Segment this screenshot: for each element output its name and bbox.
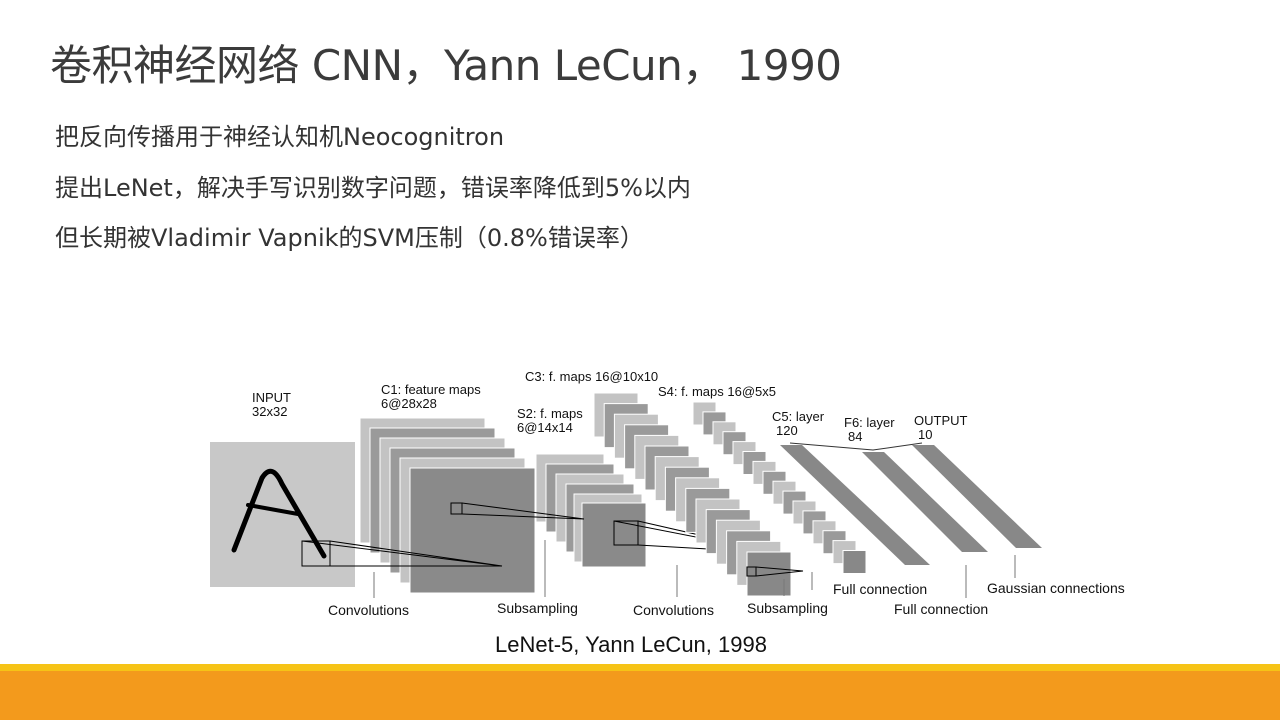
layer-size-c1: 6@28x28	[381, 396, 437, 411]
op-label-convolutions-1: Convolutions	[328, 602, 409, 618]
input-image	[210, 442, 355, 587]
footer-stripe	[0, 664, 1280, 671]
layer-label-c5: C5: layer	[772, 409, 825, 424]
s2-feature-maps	[535, 453, 647, 568]
layer-size-output: 10	[918, 427, 932, 442]
s4-feature-map	[842, 550, 867, 574]
op-label-convolutions-2: Convolutions	[633, 602, 714, 618]
layer-size-f6: 84	[848, 429, 862, 444]
diagram-caption: LeNet-5, Yann LeCun, 1998	[495, 632, 767, 657]
op-label-full-connection-1: Full connection	[833, 581, 927, 597]
output-gaussian-band	[912, 445, 1042, 548]
layer-label-output: OUTPUT	[914, 413, 968, 428]
operation-pointer-lines	[373, 540, 1016, 598]
f6-full-connection-band	[862, 452, 988, 552]
layer-label-s2: S2: f. maps	[517, 406, 583, 421]
lenet5-architecture-diagram: INPUT 32x32 C1: feature maps 6@28x28 S2:…	[210, 369, 1125, 618]
fc-connection-line	[789, 442, 923, 451]
layer-label-f6: F6: layer	[844, 415, 895, 430]
layer-label-s4: S4: f. maps 16@5x5	[658, 384, 776, 399]
bullet-item: 把反向传播用于神经认知机Neocognitron	[55, 123, 505, 151]
subsampling2-projection-lines	[755, 566, 804, 577]
conv1-projection-lines	[301, 540, 503, 567]
c5-full-connection-band	[780, 445, 930, 565]
c1-receptive-field	[450, 502, 463, 515]
footer-bar	[0, 664, 1280, 720]
s4-feature-maps	[692, 401, 867, 574]
bullet-list: 把反向传播用于神经认知机Neocognitron 提出LeNet，解决手写识别数…	[55, 112, 691, 264]
subsampling1-projection-lines	[461, 502, 585, 520]
bullet-item: 提出LeNet，解决手写识别数字问题，错误率降低到5%以内	[55, 173, 691, 202]
slide-title: 卷积神经网络 CNN，Yann LeCun， 1990	[50, 41, 842, 90]
layer-size-input: 32x32	[252, 404, 287, 419]
layer-label-input: INPUT	[252, 390, 291, 405]
layer-label-c1: C1: feature maps	[381, 382, 481, 397]
c3-receptive-field	[746, 566, 757, 577]
c1-feature-maps	[359, 417, 536, 594]
layer-label-c3: C3: f. maps 16@10x10	[525, 369, 658, 384]
input-receptive-field	[301, 540, 331, 567]
c3-feature-maps	[593, 392, 792, 597]
op-label-subsampling-1: Subsampling	[497, 600, 578, 616]
op-label-gaussian-connections: Gaussian connections	[987, 580, 1125, 596]
layer-size-s2: 6@14x14	[517, 420, 573, 435]
op-label-subsampling-2: Subsampling	[747, 600, 828, 616]
handwritten-a-glyph	[231, 468, 327, 559]
bullet-item: 但长期被Vladimir Vapnik的SVM压制（0.8%错误率）	[55, 224, 644, 252]
s2-receptive-field	[613, 520, 639, 546]
layer-size-c5: 120	[776, 423, 798, 438]
op-label-full-connection-2: Full connection	[894, 601, 988, 617]
handwritten-a-crossbar	[246, 503, 300, 516]
